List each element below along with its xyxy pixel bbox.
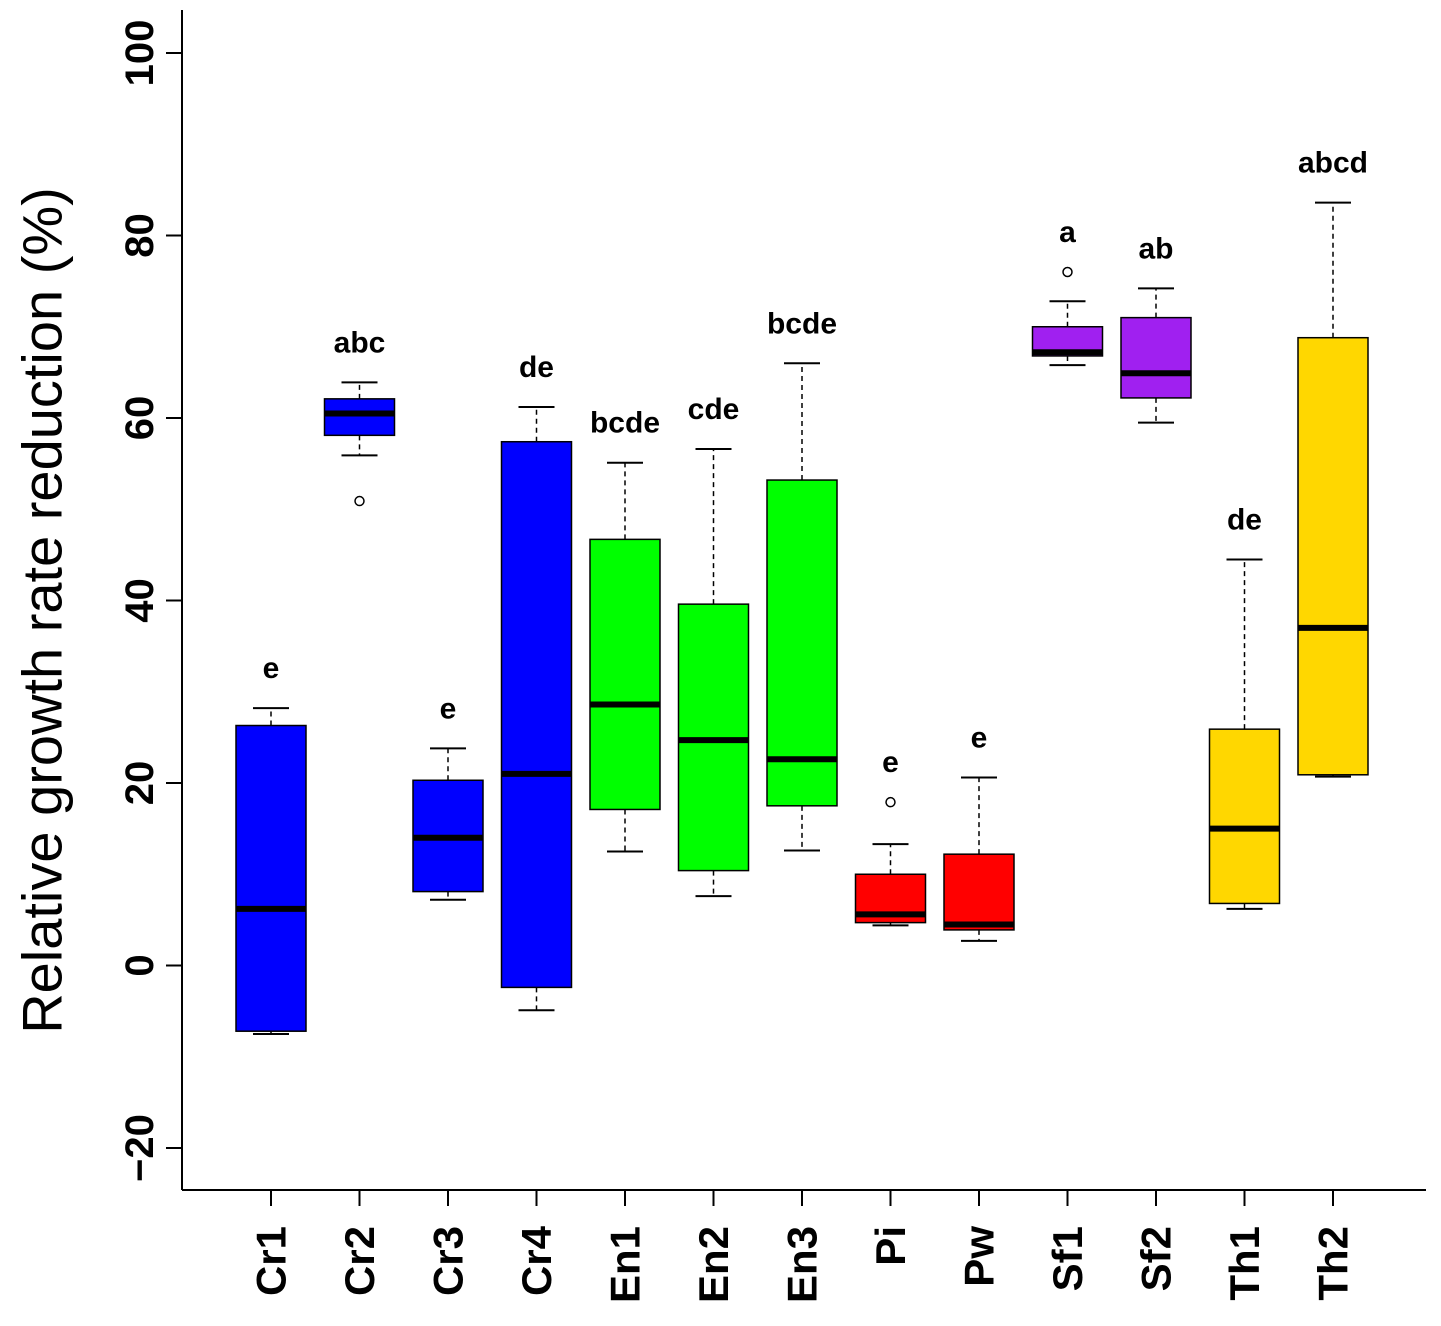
x-tick-label: En1 <box>602 1226 649 1303</box>
y-tick-label: 0 <box>118 954 162 976</box>
significance-letters: e <box>882 746 899 779</box>
box-pi: e <box>854 746 927 927</box>
x-axis: Cr1 Cr2 Cr3 Cr4 En1 En2 En3 Pi Pw Sf1 Sf2 Th1 Th2 <box>182 1189 1426 1303</box>
box-cr2: abc <box>323 326 396 507</box>
x-tick-label: Pi <box>867 1226 914 1266</box>
significance-letters: e <box>263 652 280 685</box>
x-tick-label: Cr3 <box>425 1226 472 1296</box>
x-tick-label: Cr4 <box>513 1225 560 1296</box>
box-rect <box>500 440 573 989</box>
box-sf1: a <box>1031 216 1104 367</box>
box-rect <box>1297 336 1369 776</box>
significance-letters: ab <box>1138 232 1173 265</box>
x-tick-label: Th2 <box>1310 1226 1357 1301</box>
y-tick-label: 80 <box>118 213 162 258</box>
box-th2: abcd <box>1297 147 1369 778</box>
significance-letters: de <box>519 351 554 384</box>
y-tick-label: 100 <box>118 20 162 87</box>
y-tick-label: −20 <box>118 1114 162 1182</box>
x-tick-label: Sf1 <box>1044 1226 1091 1291</box>
significance-letters: e <box>440 692 457 725</box>
y-tick-label: 60 <box>118 396 162 441</box>
box-en1: bcde <box>589 407 661 853</box>
y-axis-label: Relative growth rate reduction (%) <box>11 187 74 1034</box>
x-tick-label: En2 <box>690 1226 737 1303</box>
box-cr1: e <box>235 652 307 1035</box>
box-th1: de <box>1208 503 1281 910</box>
significance-letters: cde <box>688 393 740 426</box>
box-rect <box>766 479 838 807</box>
significance-letters: bcde <box>767 307 837 340</box>
y-tick-label: 40 <box>118 578 162 623</box>
box-rect <box>1208 728 1281 905</box>
box-cr4: de <box>500 351 573 1012</box>
box-sf2: ab <box>1120 232 1192 424</box>
box-cr3: e <box>412 692 484 901</box>
x-tick-label: Cr1 <box>248 1226 295 1296</box>
box-en2: cde <box>677 393 750 898</box>
x-tick-label: Cr2 <box>336 1226 383 1296</box>
x-tick-label: En3 <box>779 1226 826 1303</box>
y-tick-label: 20 <box>118 761 162 806</box>
box-rect <box>589 538 661 811</box>
box-rect <box>1120 316 1192 399</box>
x-tick-label: Pw <box>956 1226 1003 1287</box>
significance-letters: bcde <box>590 407 660 440</box>
significance-letters: de <box>1227 503 1262 536</box>
box-rect <box>323 398 396 437</box>
x-tick-label: Th1 <box>1221 1226 1268 1301</box>
outlier-point <box>354 495 365 507</box>
y-axis: −20 0 20 40 60 80 100 <box>118 10 183 1190</box>
significance-letters: abc <box>334 326 386 359</box>
box-rect <box>235 724 307 1032</box>
significance-letters: e <box>971 722 988 755</box>
box-pw: e <box>943 722 1015 942</box>
outlier-point <box>885 796 896 808</box>
box-rect <box>943 853 1015 931</box>
outlier-point <box>1062 266 1073 278</box>
significance-letters: abcd <box>1298 147 1368 180</box>
x-tick-label: Sf2 <box>1133 1226 1180 1291</box>
box-en3: bcde <box>766 307 838 852</box>
significance-letters: a <box>1059 216 1076 249</box>
